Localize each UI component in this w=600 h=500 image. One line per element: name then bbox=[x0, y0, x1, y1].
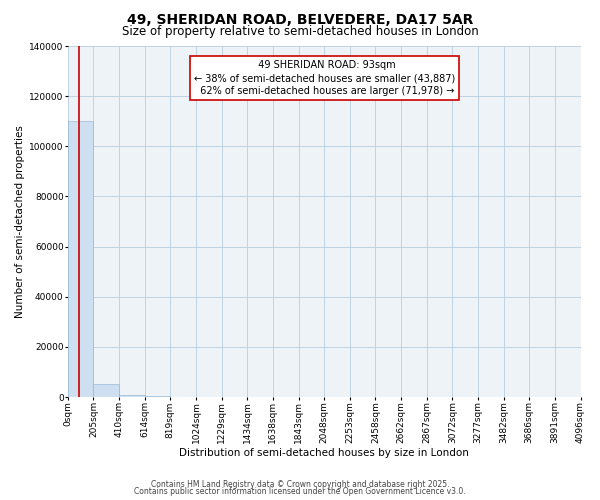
Bar bbox=[170, 396, 196, 397]
Text: Contains HM Land Registry data © Crown copyright and database right 2025.: Contains HM Land Registry data © Crown c… bbox=[151, 480, 449, 489]
Text: 49 SHERIDAN ROAD: 93sqm
← 38% of semi-detached houses are smaller (43,887)
  62%: 49 SHERIDAN ROAD: 93sqm ← 38% of semi-de… bbox=[194, 60, 455, 96]
Bar bbox=[94, 384, 119, 397]
Y-axis label: Number of semi-detached properties: Number of semi-detached properties bbox=[15, 125, 25, 318]
Text: 49, SHERIDAN ROAD, BELVEDERE, DA17 5AR: 49, SHERIDAN ROAD, BELVEDERE, DA17 5AR bbox=[127, 12, 473, 26]
Bar bbox=[68, 121, 94, 397]
X-axis label: Distribution of semi-detached houses by size in London: Distribution of semi-detached houses by … bbox=[179, 448, 469, 458]
Text: Contains public sector information licensed under the Open Government Licence v3: Contains public sector information licen… bbox=[134, 487, 466, 496]
Bar bbox=[119, 395, 145, 397]
Text: Size of property relative to semi-detached houses in London: Size of property relative to semi-detach… bbox=[122, 25, 478, 38]
Bar bbox=[145, 396, 170, 397]
